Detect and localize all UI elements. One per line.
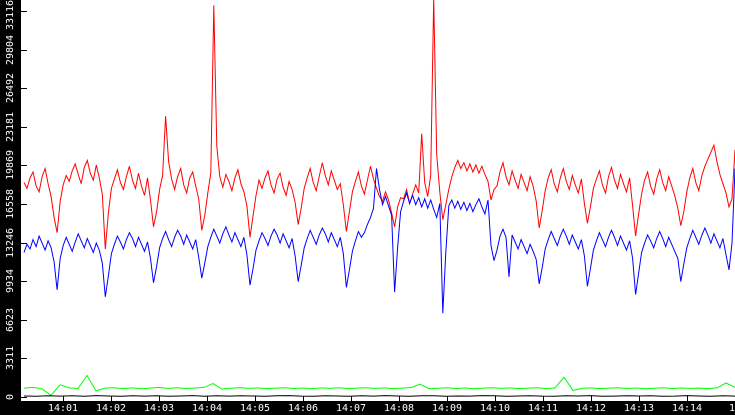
y-tick-label: 13246	[5, 227, 16, 258]
x-tick-label: 14	[728, 403, 735, 414]
x-axis-band: 14:01 14:02 14:03 14:04 14:05 14:06 14:07 14:08…	[0, 401, 735, 415]
x-tick-label: 14:03	[143, 403, 175, 414]
y-tick-label: 3311	[5, 346, 16, 371]
x-tick-label: 14:11	[527, 403, 559, 414]
x-tick-label: 14:08	[383, 403, 415, 414]
y-tick-label: 6623	[5, 307, 16, 332]
x-tick-label: 14:10	[479, 403, 511, 414]
x-tick-label: 14:04	[191, 403, 223, 414]
x-tick-label: 14:09	[431, 403, 463, 414]
x-tick-label: 14:07	[335, 403, 367, 414]
green-series-line	[23, 374, 735, 396]
plot-area	[21, 0, 735, 401]
y-tick-label: 19869	[5, 150, 16, 181]
y-tick-label: 33116	[5, 0, 16, 31]
blue-series-line	[23, 168, 735, 314]
y-tick-label: 26492	[5, 73, 16, 104]
y-tick-label: 0	[5, 393, 16, 401]
x-tick-label: 14:12	[575, 403, 607, 414]
y-tick-label: 9934	[5, 269, 16, 294]
y-axis-band: 0 3311 6623 9934 13246 16558 19869 23181 26492 29…	[0, 0, 21, 415]
y-tick-label: 23181	[5, 111, 16, 142]
x-tick-label: 14:05	[239, 403, 271, 414]
black-series-line	[23, 395, 735, 397]
red-series-line	[23, 0, 735, 250]
x-tick-label: 14:14	[671, 403, 703, 414]
x-tick-label: 14:13	[623, 403, 655, 414]
plot-svg	[21, 0, 735, 401]
x-tick-label: 14:01	[47, 403, 79, 414]
y-tick-label: 16558	[5, 188, 16, 220]
x-tick-label: 14:02	[95, 403, 127, 414]
x-tick-label: 14:06	[287, 403, 319, 414]
y-tick-label: 29804	[5, 34, 16, 65]
